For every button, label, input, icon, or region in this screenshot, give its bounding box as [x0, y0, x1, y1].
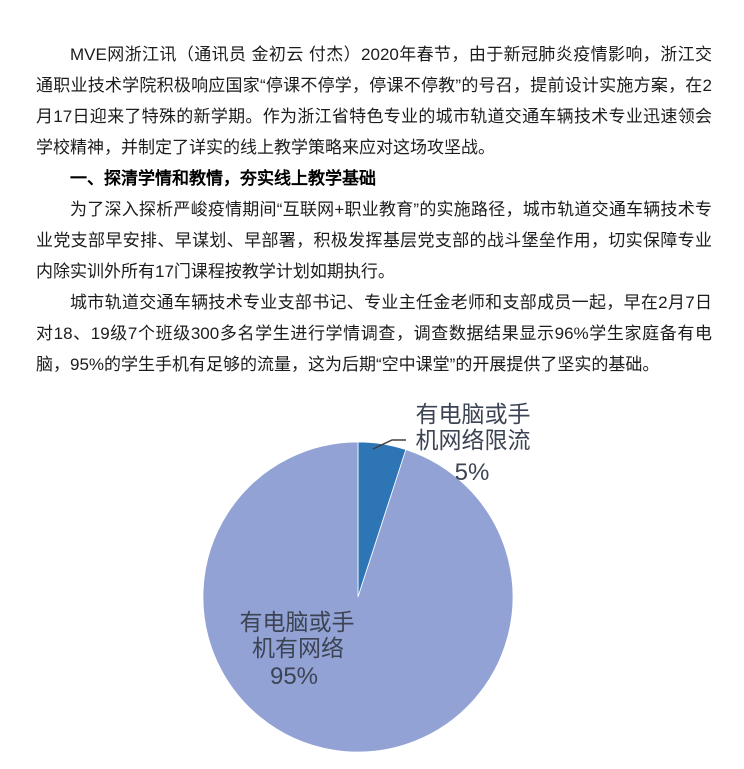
pie-slice-1: [202, 441, 514, 753]
article-body: MVE网浙江讯（通讯员 金初云 付杰）2020年春节，由于新冠肺炎疫情影响，浙江…: [36, 39, 712, 380]
section-heading: 一、探清学情和教情，夯实线上教学基础: [70, 169, 376, 188]
slice-label-1-line-2: 机有网络: [252, 636, 344, 661]
slice-label-0-line-1: 有电脑或手: [416, 402, 531, 427]
paragraph-survey-results: 城市轨道交通车辆技术专业支部书记、专业主任金老师和支部成员一起，早在2月7日对1…: [36, 293, 712, 374]
slice-label-1-line-1: 有电脑或手: [240, 610, 355, 635]
slice-percent-label-0: 5%: [455, 459, 490, 486]
slice-label-0-line-2: 机网络限流: [416, 428, 531, 453]
paragraph-survey-setup: 为了深入探析严峻疫情期间“互联网+职业教育”的实施路径，城市轨道交通车辆技术专业…: [36, 200, 712, 281]
leader-line: [372, 439, 406, 450]
pie-chart: 有电脑或手 机网络限流 5% 有电脑或手 机有网络 95%: [140, 388, 600, 769]
slice-percent-label-1: 95%: [270, 663, 318, 690]
paragraph-intro: MVE网浙江讯（通讯员 金初云 付杰）2020年春节，由于新冠肺炎疫情影响，浙江…: [36, 45, 712, 157]
